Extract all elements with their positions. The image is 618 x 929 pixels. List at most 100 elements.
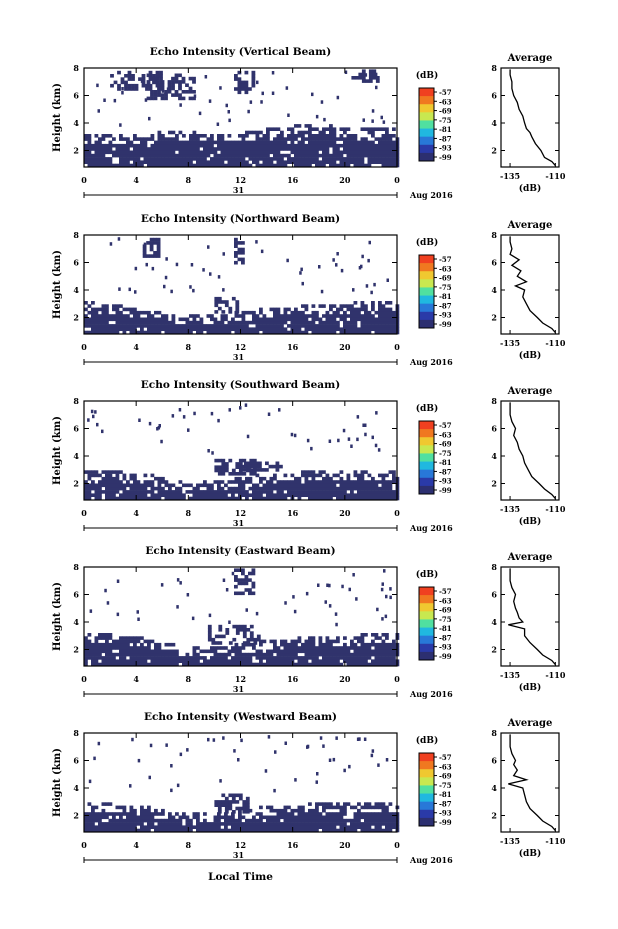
echo-cell — [336, 480, 340, 484]
echo-cell — [337, 438, 340, 443]
echo-cell — [343, 652, 347, 657]
echo-cell — [181, 80, 186, 84]
echo-cell — [234, 662, 239, 667]
echo-cell — [101, 649, 106, 654]
echo-cell — [185, 815, 190, 820]
echo-cell — [157, 143, 162, 148]
colorbar-tick-label: -93 — [439, 477, 452, 486]
echo-cell — [228, 306, 233, 311]
echo-cell — [140, 163, 144, 168]
echo-cell — [392, 652, 396, 657]
echo-cell — [308, 153, 312, 158]
echo-cell — [301, 324, 305, 328]
echo-cell — [133, 483, 137, 488]
echo-cell — [98, 818, 102, 823]
echo-cell — [91, 493, 95, 497]
echo-cell — [280, 147, 284, 151]
echo-cell — [350, 320, 354, 325]
echo-cell — [315, 310, 319, 315]
echo-cell — [119, 652, 123, 657]
echo-cell — [150, 147, 155, 151]
echo-cell — [115, 330, 120, 335]
echo-cell — [136, 150, 141, 155]
echo-cell — [164, 157, 169, 161]
echo-cell — [353, 160, 358, 164]
echo-cell — [276, 822, 281, 826]
echo-cell — [101, 808, 106, 813]
echo-cell — [84, 490, 88, 494]
echo-cell — [388, 802, 393, 806]
echo-cell — [213, 160, 218, 164]
echo-cell — [353, 486, 358, 491]
echo-cell — [242, 800, 247, 804]
echo-cell — [353, 649, 358, 654]
echo-cell — [238, 646, 242, 650]
echo-cell — [153, 237, 157, 242]
echo-cell — [248, 571, 252, 576]
echo-cell — [248, 656, 253, 660]
echo-cell — [199, 134, 204, 138]
echo-cell — [108, 476, 113, 481]
echo-cell — [269, 825, 274, 829]
echo-cell — [245, 810, 250, 814]
echo-cell — [339, 150, 344, 155]
echo-cell — [332, 157, 337, 161]
echo-cell — [224, 815, 228, 820]
echo-cell — [178, 80, 182, 84]
echo-cell — [371, 314, 375, 318]
echo-cell — [364, 330, 368, 335]
echo-cell — [308, 812, 312, 816]
echo-cell — [231, 327, 235, 331]
echo-cell — [339, 137, 344, 141]
echo-cell — [301, 812, 305, 816]
echo-cell — [249, 637, 254, 642]
echo-cell — [323, 117, 326, 122]
echo-cell — [315, 493, 319, 497]
echo-cell — [154, 496, 158, 501]
echo-cell — [227, 160, 232, 164]
echo-cell — [266, 818, 270, 823]
echo-cell — [374, 330, 379, 335]
echo-cell — [343, 805, 347, 810]
echo-cell — [388, 822, 393, 826]
echo-cell — [325, 828, 330, 833]
echo-cell — [360, 490, 365, 494]
echo-cell — [248, 140, 253, 145]
echo-cell — [360, 143, 365, 148]
echo-cell — [217, 800, 222, 804]
echo-cell — [168, 330, 172, 335]
echo-cell — [157, 140, 162, 145]
echo-cell — [383, 569, 386, 573]
echo-cell — [343, 314, 347, 318]
echo-cell — [357, 639, 361, 644]
echo-cell — [112, 659, 116, 663]
echo-cell — [374, 649, 379, 654]
echo-cell — [268, 464, 273, 469]
echo-cell — [392, 662, 396, 667]
echo-cell — [249, 472, 254, 476]
echo-cell — [164, 822, 169, 826]
echo-cell — [287, 649, 291, 654]
echo-cell — [308, 127, 312, 131]
echo-cell — [234, 324, 239, 328]
echo-cell — [160, 96, 165, 101]
echo-cell — [238, 483, 242, 488]
echo-cell — [182, 815, 186, 820]
echo-cell — [364, 480, 368, 484]
echo-cell — [336, 150, 340, 155]
echo-cell — [174, 90, 179, 94]
echo-cell — [301, 646, 305, 650]
echo-cell — [385, 483, 389, 488]
echo-cell — [388, 480, 393, 484]
echo-cell — [142, 251, 147, 255]
echo-cell — [98, 652, 102, 657]
echo-cell — [318, 130, 323, 135]
echo-cell — [350, 639, 354, 644]
echo-cell — [308, 662, 312, 667]
echo-cell — [371, 127, 375, 131]
echo-cell — [329, 652, 333, 657]
echo-cell — [325, 805, 330, 810]
echo-cell — [112, 307, 116, 312]
echo-cell — [147, 642, 151, 647]
echo-cell — [214, 303, 219, 308]
